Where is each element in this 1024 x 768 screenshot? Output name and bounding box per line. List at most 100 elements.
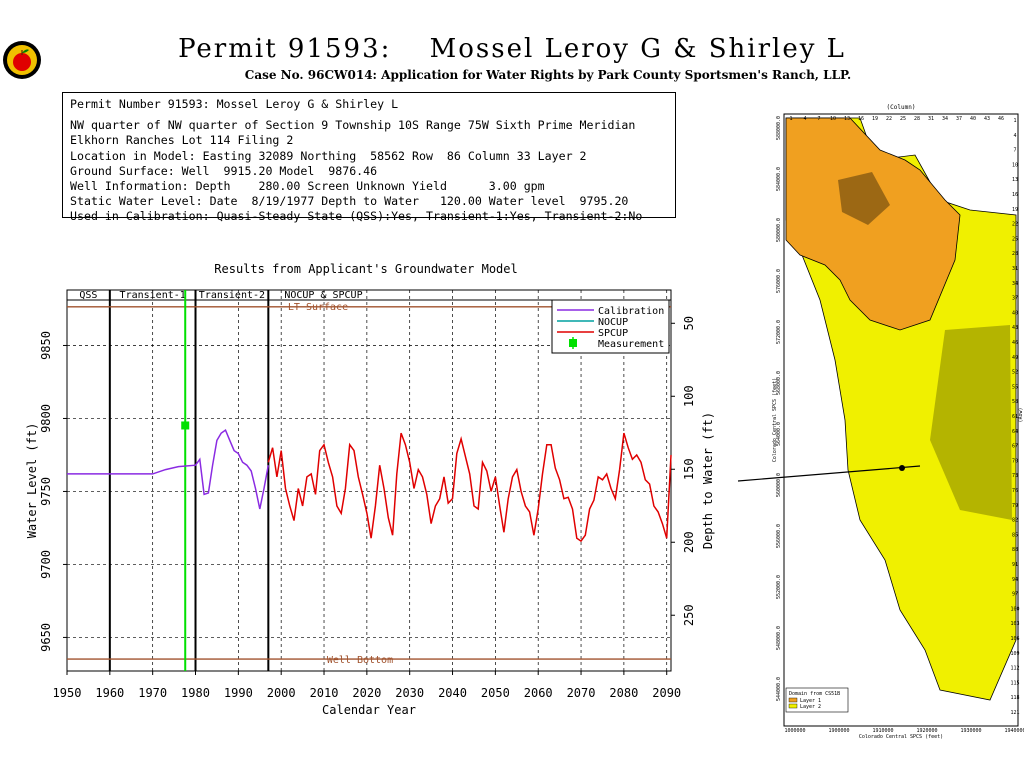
x-tick-label: 2030 — [395, 686, 424, 700]
map-row-tick: 7 — [1013, 148, 1016, 154]
map-row-tick: 94 — [1012, 577, 1018, 583]
info-line: Permit Number 91593: Mossel Leroy G & Sh… — [70, 97, 399, 111]
chart-title: Results from Applicant's Groundwater Mod… — [214, 262, 517, 276]
map-northing-tick: 584000.0 — [776, 167, 782, 191]
x-tick-label: 2000 — [267, 686, 296, 700]
map-easting-tick: 1920000 — [916, 728, 937, 734]
map-column-tick: 7 — [817, 116, 820, 122]
period-label: QSS — [79, 290, 97, 301]
map-row-tick: 28 — [1012, 251, 1018, 257]
map-row-tick: 52 — [1012, 370, 1018, 376]
y-axis-label: Water Level (ft) — [25, 423, 39, 539]
map-northing-tick: 544000.0 — [776, 677, 782, 701]
map-northing-tick: 552000.0 — [776, 575, 782, 599]
map-row-tick: 13 — [1012, 177, 1018, 183]
map-northing-tick: 548000.0 — [776, 626, 782, 650]
map-well-cluster — [930, 325, 1012, 520]
x-tick-label: 2080 — [609, 686, 638, 700]
x-tick-label: 2040 — [438, 686, 467, 700]
map-column-tick: 19 — [872, 116, 878, 122]
x-tick-label: 1970 — [138, 686, 167, 700]
map-row-tick: 37 — [1012, 296, 1018, 302]
map-well-cluster — [838, 172, 890, 225]
map-row-tick: 10 — [1012, 162, 1018, 168]
map-northing-tick: 556000.0 — [776, 524, 782, 548]
map-row-tick: 64 — [1012, 429, 1018, 435]
map-column-tick: 4 — [803, 116, 806, 122]
map-row-tick: 22 — [1012, 222, 1018, 228]
map-row-tick: 43 — [1012, 325, 1018, 331]
map-row-tick: 79 — [1012, 503, 1018, 509]
map-row-tick: 25 — [1012, 236, 1018, 242]
y2-tick-label: 250 — [682, 604, 696, 626]
map-row-tick: 103 — [1010, 621, 1019, 627]
map-northing-tick: 576000.0 — [776, 269, 782, 293]
map-legend-label: Layer 1 — [800, 698, 821, 704]
measurement-point — [181, 421, 190, 430]
map-row-tick: 19 — [1012, 207, 1018, 213]
page-title: Permit 91593: Mossel Leroy G & Shirley L — [0, 34, 1024, 64]
map-row-tick: 49 — [1012, 355, 1018, 361]
map-row-tick: 115 — [1010, 680, 1019, 686]
x-tick-label: 2060 — [524, 686, 553, 700]
x-tick-label: 2070 — [567, 686, 596, 700]
map-legend-swatch — [788, 697, 798, 703]
map-layer1-region — [785, 117, 961, 331]
map-row-tick: 4 — [1013, 133, 1016, 139]
map-column-tick: 13 — [844, 116, 850, 122]
y2-tick-label: 200 — [682, 531, 696, 553]
map-row-label: (Row) — [1018, 407, 1024, 422]
y2-tick-label: 50 — [682, 316, 696, 330]
map-northing-tick: 580000.0 — [776, 218, 782, 242]
info-line: Elkhorn Ranches Lot 114 Filing 2 — [70, 133, 294, 148]
map-legend-title: Domain from CS51B — [789, 691, 840, 697]
x-tick-label: 2090 — [652, 686, 681, 700]
map-column-tick: 1 — [789, 116, 792, 122]
case-subtitle: Case No. 96CW014: Application for Water … — [244, 68, 852, 82]
map-permit-location — [899, 465, 905, 471]
legend-label: SPCUP — [598, 328, 628, 339]
map-column-tick: 22 — [886, 116, 892, 122]
map-column-tick: 40 — [970, 116, 976, 122]
map-row-tick: 34 — [1012, 281, 1018, 287]
map-column-tick: 46 — [998, 116, 1004, 122]
map-row-tick: 121 — [1010, 710, 1019, 716]
x-tick-label: 2050 — [481, 686, 510, 700]
y2-axis-label: Depth to Water (ft) — [701, 412, 715, 549]
state-seal-apple-logo — [3, 41, 41, 79]
map-column-tick: 16 — [858, 116, 864, 122]
map-row-tick: 112 — [1010, 666, 1019, 672]
map-northing-tick: 588000.0 — [776, 116, 782, 140]
map-row-tick: 100 — [1010, 606, 1019, 612]
map-row-tick: 70 — [1012, 458, 1018, 464]
title-owner: Mossel Leroy G & Shirley L — [429, 34, 846, 64]
x-tick-label: 2010 — [310, 686, 339, 700]
info-line: Ground Surface: Well 9915.20 Model 9876.… — [70, 163, 378, 178]
x-tick-label: 1960 — [95, 686, 124, 700]
map-legend-label: Layer 2 — [800, 704, 821, 710]
map-easting-tick: 1930000 — [960, 728, 981, 734]
legend-label: Measurement — [598, 339, 664, 350]
map-column-tick: 31 — [928, 116, 934, 122]
x-axis-label: Calendar Year — [322, 703, 416, 717]
y-tick-label: 9800 — [39, 404, 53, 433]
map-easting-tick: 1910000 — [872, 728, 893, 734]
x-tick-label: 2020 — [352, 686, 381, 700]
map-row-tick: 31 — [1012, 266, 1018, 272]
map-column-tick: 10 — [830, 116, 836, 122]
map-northing-tick: 572000.0 — [776, 320, 782, 344]
map-row-tick: 82 — [1012, 518, 1018, 524]
map-northing-label: Colorado Central SPCS (feet) — [772, 378, 778, 462]
map-row-tick: 97 — [1012, 592, 1018, 598]
map-row-tick: 1 — [1013, 118, 1016, 124]
period-label: Transient-2 — [199, 290, 265, 301]
period-label: Transient-1 — [120, 290, 186, 301]
y-tick-label: 9650 — [39, 623, 53, 652]
map-column-tick: 37 — [956, 116, 962, 122]
water-level-chart: Results from Applicant's Groundwater Mod… — [25, 262, 715, 717]
map-row-tick: 58 — [1012, 399, 1018, 405]
map-northing-tick: 564000.0 — [776, 422, 782, 446]
map-column-tick: 34 — [942, 116, 948, 122]
map-column-tick: 28 — [914, 116, 920, 122]
